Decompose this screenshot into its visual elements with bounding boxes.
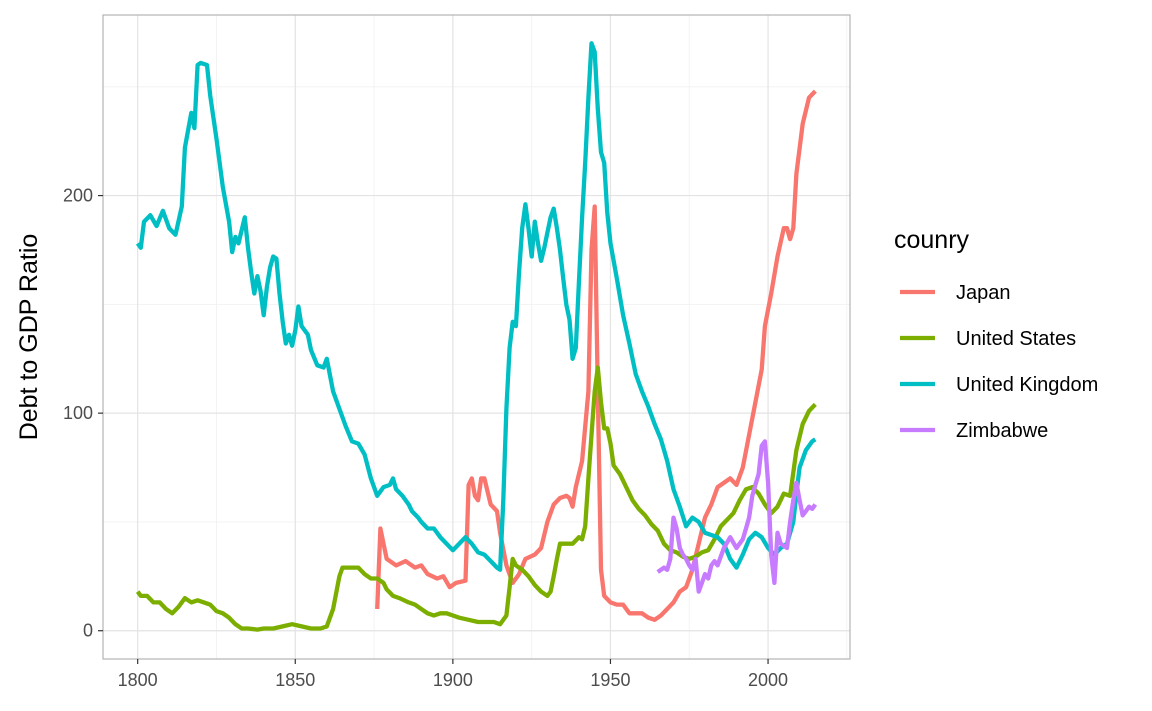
x-tick-label: 1850 — [275, 670, 315, 690]
series-line-zimbabwe — [656, 439, 818, 594]
series-lines — [135, 41, 818, 632]
plot-border — [102, 14, 851, 660]
y-tick-label: 0 — [83, 621, 93, 641]
legend-title: counry — [894, 226, 970, 254]
x-tick-label: 1900 — [433, 670, 473, 690]
legend-label-zimbabwe: Zimbabwe — [956, 420, 1048, 442]
series-line-japan — [375, 89, 817, 622]
axes: 1800 1850 1900 1950 2000 0 100 200 — [63, 186, 788, 690]
series-line-united-kingdom — [135, 41, 817, 572]
x-tick-label: 1800 — [118, 670, 158, 690]
legend-label-united-kingdom: United Kingdom — [956, 374, 1098, 396]
x-tick-label: 1950 — [590, 670, 630, 690]
series-line-united-states — [135, 365, 817, 632]
legend: counry Japan United States United Kingdom Z… — [894, 226, 1098, 442]
y-axis-title: Debt to GDP Ratio — [15, 234, 43, 441]
y-tick-label: 100 — [63, 403, 93, 423]
x-tick-label: 2000 — [748, 670, 788, 690]
legend-label-united-states: United States — [956, 328, 1076, 350]
legend-label-japan: Japan — [956, 282, 1011, 304]
y-tick-label: 200 — [63, 186, 93, 206]
